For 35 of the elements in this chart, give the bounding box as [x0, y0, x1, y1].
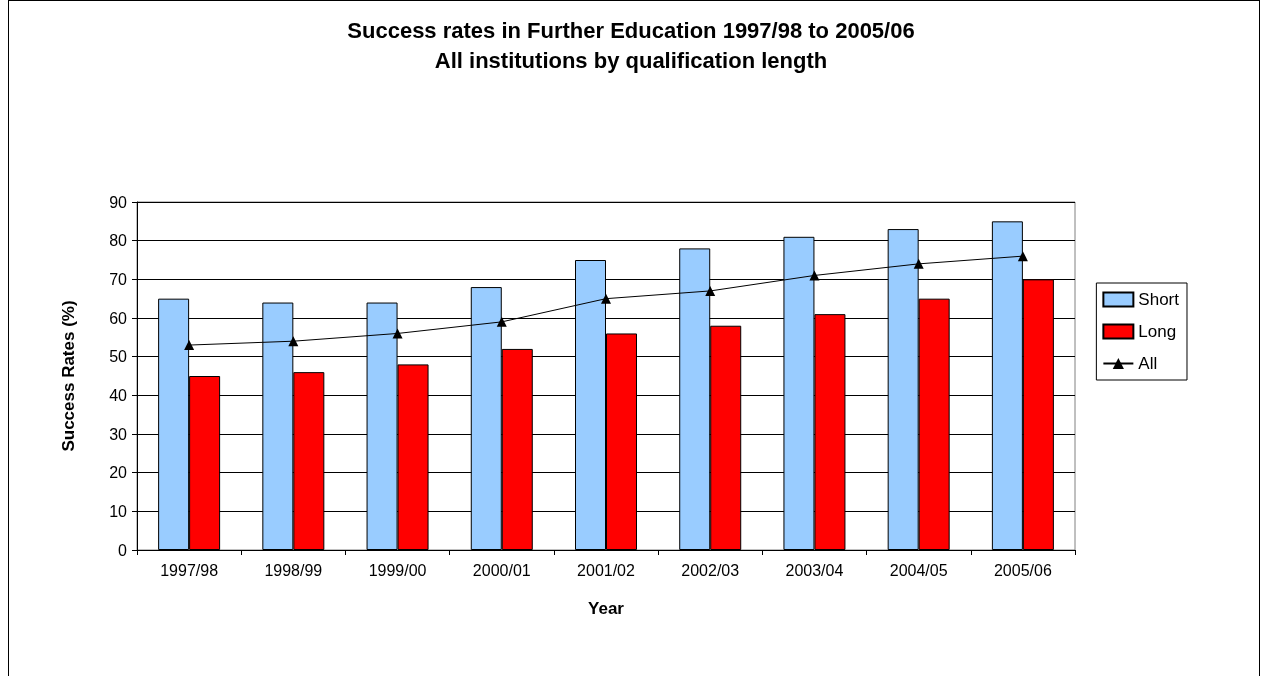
point: [496, 316, 507, 327]
y-axis-title: Success Rates (%): [59, 300, 78, 452]
x-tick-label: 2004/05: [889, 561, 948, 579]
y-tick-label: 20: [109, 464, 128, 482]
y-tick-label: 30: [109, 425, 128, 443]
x-tick-label: 2000/01: [472, 561, 531, 579]
y-tick-label: 50: [109, 348, 128, 366]
y-tick-label: 80: [109, 232, 128, 250]
x-tick-label: 2001/02: [577, 561, 636, 579]
y-tick-label: 0: [118, 541, 128, 559]
point: [288, 336, 299, 347]
point: [809, 270, 820, 281]
legend-label: All: [1138, 354, 1158, 373]
x-tick-label: 1998/99: [264, 561, 323, 579]
legend-label: Short: [1138, 290, 1180, 309]
x-tick-label: 2002/03: [681, 561, 740, 579]
y-tick-label: 70: [109, 270, 128, 288]
point: [913, 258, 924, 269]
point: [184, 340, 195, 351]
y-tick-label: 60: [109, 309, 128, 327]
chart-title: Success rates in Further Education 1997/98 to 2005/06: [347, 17, 915, 43]
legend-label: Long: [1138, 322, 1177, 341]
x-tick-label: 1997/98: [160, 561, 219, 579]
y-tick-label: 10: [109, 502, 128, 520]
x-axis-title: Year: [588, 599, 625, 618]
point: [392, 328, 403, 339]
x-tick-label: 2003/04: [785, 561, 844, 579]
point: [1017, 251, 1028, 262]
y-tick-label: 40: [109, 386, 128, 404]
point: [705, 285, 716, 296]
x-tick-label: 2005/06: [993, 561, 1052, 579]
y-tick-label: 90: [109, 193, 128, 211]
chart-subtitle: All institutions by qualification length: [434, 47, 828, 73]
point: [601, 293, 611, 304]
x-tick-label: 1999/00: [368, 561, 427, 579]
